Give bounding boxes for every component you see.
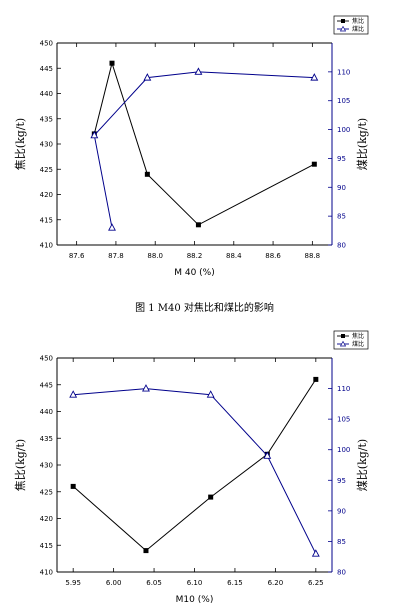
y-left-tick-label: 410 xyxy=(40,242,53,250)
chart-1: 87.6 87.8 88.0 88.2 88.4 88.6 88.8 410 415 420 425… xyxy=(14,15,369,314)
x-tick-label: 6.25 xyxy=(308,579,324,587)
data-point-triangle xyxy=(311,549,320,557)
y-left-tick-label: 435 xyxy=(40,435,53,443)
x-tick-label: 88.4 xyxy=(226,252,242,260)
data-point-triangle xyxy=(69,390,78,398)
y-axis-label-right: 煤比(kg/t) xyxy=(356,118,369,170)
y-right-tick-label: 90 xyxy=(337,184,346,192)
x-axis-label: M10 (%) xyxy=(176,595,214,605)
data-point-square xyxy=(70,483,76,489)
y-right-tick-label: 95 xyxy=(337,477,346,485)
data-point-triangle xyxy=(310,73,319,81)
x-tick-label: 6.05 xyxy=(146,579,162,587)
legend-marker-square xyxy=(341,334,345,338)
y-left-tick-label: 450 xyxy=(40,355,53,363)
x-tick-label: 88.2 xyxy=(187,252,203,260)
legend-marker-triangle xyxy=(339,25,347,32)
data-point-triangle xyxy=(206,390,215,398)
y-left-tick-label: 415 xyxy=(40,216,53,224)
x-tick-label: 6.10 xyxy=(187,579,203,587)
y-right-tick-label: 90 xyxy=(337,507,346,515)
y-left-tick-label: 425 xyxy=(40,166,53,174)
y-left-tick-label: 420 xyxy=(40,515,53,523)
y-right-tick-label: 80 xyxy=(337,569,346,577)
y-left-tick-label: 440 xyxy=(40,90,53,98)
y-right-tick-label: 100 xyxy=(337,126,350,134)
data-point-triangle xyxy=(143,73,152,81)
data-point-square xyxy=(311,161,317,167)
y-axis-label-left: 焦比(kg/t) xyxy=(14,118,27,170)
x-tick-label: 88.0 xyxy=(147,252,163,260)
y-right-tick-label: 100 xyxy=(337,446,350,454)
y-axis-label-left: 焦比(kg/t) xyxy=(14,439,27,491)
chart-2: 5.95 6.00 6.05 6.10 6.15 6.20 6.25 410 415 420 425… xyxy=(14,330,369,605)
y-left-tick-label: 420 xyxy=(40,191,53,199)
data-point-square xyxy=(208,494,214,500)
y-left-tick-label: 450 xyxy=(40,40,53,48)
legend-label-1: 焦比 xyxy=(352,332,364,340)
legend-marker-triangle xyxy=(339,340,347,347)
data-point-square xyxy=(144,171,150,177)
data-point-square xyxy=(109,60,115,66)
y-right-tick-label: 85 xyxy=(337,213,346,221)
y-left-tick-label: 435 xyxy=(40,115,53,123)
y-right-tick-label: 80 xyxy=(337,242,346,250)
legend-label-1: 焦比 xyxy=(352,17,364,25)
data-point-square xyxy=(143,548,149,554)
x-axis-label: M 40 (%) xyxy=(174,268,215,278)
y-left-tick-label: 440 xyxy=(40,408,53,416)
y-right-tick-label: 95 xyxy=(337,155,346,163)
data-point-triangle xyxy=(263,451,272,459)
x-tick-label: 5.95 xyxy=(65,579,81,587)
data-point-triangle xyxy=(90,130,99,139)
data-point-triangle xyxy=(194,67,203,75)
x-tick-label: 6.00 xyxy=(106,579,122,587)
y-left-tick-label: 445 xyxy=(40,381,53,389)
y-left-tick-label: 430 xyxy=(40,141,53,149)
x-tick-label: 87.6 xyxy=(69,252,85,260)
y-right-tick-label: 110 xyxy=(337,68,350,76)
x-tick-label: 6.20 xyxy=(268,579,284,587)
y-left-tick-label: 415 xyxy=(40,542,53,550)
series-line-1 xyxy=(72,379,317,552)
x-tick-label: 87.8 xyxy=(108,252,124,260)
x-tick-label: 88.6 xyxy=(265,252,281,260)
data-point-triangle xyxy=(108,223,116,231)
series-line-2 xyxy=(93,71,315,228)
y-right-tick-label: 110 xyxy=(337,385,350,393)
legend-label-2: 煤比 xyxy=(352,340,364,348)
data-point-square xyxy=(195,222,201,228)
data-point-triangle xyxy=(142,384,150,392)
data-point-square xyxy=(313,376,319,382)
x-tick-label: 6.15 xyxy=(227,579,243,587)
y-axis-label-right: 煤比(kg/t) xyxy=(356,439,369,491)
legend-label-2: 煤比 xyxy=(352,25,364,33)
legend-marker-square xyxy=(341,19,345,23)
y-left-tick-label: 425 xyxy=(40,488,53,496)
y-right-tick-label: 105 xyxy=(337,97,350,105)
x-tick-label: 88.8 xyxy=(305,252,321,260)
y-right-tick-label: 85 xyxy=(337,538,346,546)
y-left-tick-label: 410 xyxy=(40,569,53,577)
figure-caption: 图 1 M40 对焦比和煤比的影响 xyxy=(135,301,274,314)
series-line-2 xyxy=(73,388,317,554)
series-line-1 xyxy=(93,61,315,226)
y-right-tick-label: 105 xyxy=(337,416,350,424)
y-left-tick-label: 430 xyxy=(40,462,53,470)
y-left-tick-label: 445 xyxy=(40,65,53,73)
